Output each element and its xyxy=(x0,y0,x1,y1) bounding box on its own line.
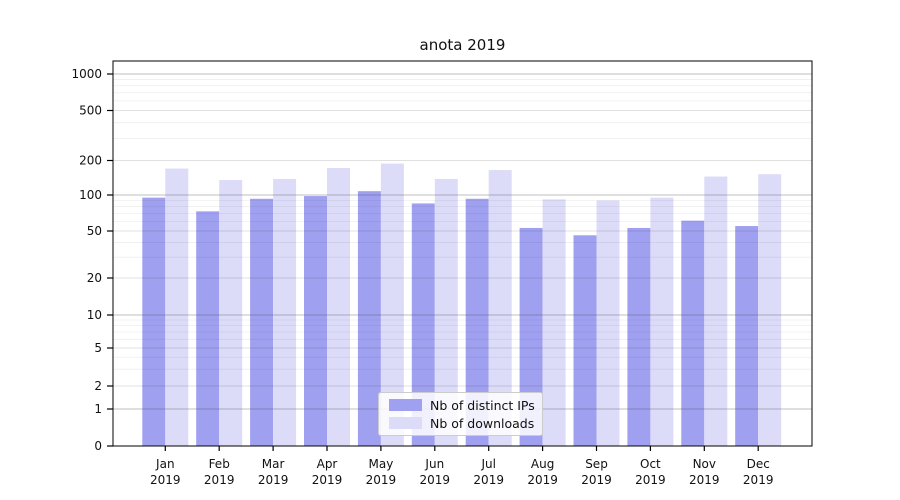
y-tick-label: 100 xyxy=(79,188,102,202)
bar-distinct-ips-feb xyxy=(196,211,220,446)
y-tick-label: 10 xyxy=(87,308,102,322)
bar-distinct-ips-oct xyxy=(627,227,651,446)
bar-downloads-apr xyxy=(327,168,350,446)
bar-downloads-mar xyxy=(273,178,297,447)
bar-distinct-ips-aug xyxy=(519,227,543,446)
x-tick-label-month: Nov xyxy=(693,457,716,471)
bar-downloads-oct xyxy=(650,197,674,446)
x-tick-label-year: 2019 xyxy=(743,473,774,487)
x-tick-label-month: May xyxy=(368,457,393,471)
x-tick-label-year: 2019 xyxy=(473,473,504,487)
bar-distinct-ips-dec xyxy=(735,226,759,446)
x-tick-label-month: Jan xyxy=(155,457,175,471)
legend: Nb of distinct IPs Nb of downloads xyxy=(378,392,543,436)
x-tick-label-month: Jul xyxy=(480,457,495,471)
bar-downloads-dec xyxy=(758,174,782,446)
bar-downloads-jun xyxy=(434,178,458,447)
x-tick-label-year: 2019 xyxy=(527,473,558,487)
y-tick-label: 50 xyxy=(87,224,102,238)
x-tick-label-month: Mar xyxy=(262,457,285,471)
axes-spines xyxy=(112,60,813,447)
x-tick-label-month: Sep xyxy=(585,457,608,471)
x-tick-label-year: 2019 xyxy=(204,473,235,487)
bar-downloads-nov xyxy=(704,176,728,447)
bar-downloads-aug xyxy=(542,199,566,446)
bar-distinct-ips-mar xyxy=(250,198,274,446)
legend-item-distinct-ips: Nb of distinct IPs xyxy=(389,398,542,413)
y-tick-label: 1000 xyxy=(71,67,102,81)
y-tick-label: 20 xyxy=(87,271,102,285)
legend-label-downloads: Nb of downloads xyxy=(430,415,535,431)
x-tick-label-year: 2019 xyxy=(312,473,343,487)
y-tick-label: 5 xyxy=(94,341,102,355)
y-tick-label: 1 xyxy=(94,402,102,416)
y-tick-label: 200 xyxy=(79,154,102,168)
y-tick-label: 0 xyxy=(94,439,102,453)
x-tick-label-month: Oct xyxy=(640,457,661,471)
x-tick-label-year: 2019 xyxy=(366,473,397,487)
x-tick-label-month: Jun xyxy=(424,457,444,471)
x-tick-label-year: 2019 xyxy=(635,473,666,487)
bar-downloads-sep xyxy=(596,200,620,446)
x-tick-label-month: Aug xyxy=(531,457,554,471)
bar-distinct-ips-jun xyxy=(411,203,435,446)
x-tick-label-year: 2019 xyxy=(258,473,289,487)
bar-distinct-ips-may xyxy=(357,191,381,446)
legend-item-downloads: Nb of downloads xyxy=(389,416,542,431)
x-tick-label-year: 2019 xyxy=(581,473,612,487)
legend-swatch-distinct-ips xyxy=(389,399,422,411)
x-tick-label-year: 2019 xyxy=(150,473,181,487)
x-tick-label-year: 2019 xyxy=(689,473,720,487)
x-tick-label-year: 2019 xyxy=(420,473,451,487)
bar-distinct-ips-nov xyxy=(681,220,705,446)
bar-downloads-feb xyxy=(219,180,243,446)
chart-title: anota 2019 xyxy=(419,36,506,54)
legend-label-distinct-ips: Nb of distinct IPs xyxy=(430,397,535,413)
x-tick-label-month: Feb xyxy=(209,457,230,471)
bar-distinct-ips-jan xyxy=(142,197,166,446)
x-tick-label-month: Dec xyxy=(747,457,770,471)
bar-distinct-ips-jul xyxy=(465,198,489,446)
bar-downloads-jan xyxy=(165,168,189,446)
legend-swatch-downloads xyxy=(389,417,422,429)
y-tick-label: 500 xyxy=(79,104,102,118)
bar-distinct-ips-apr xyxy=(304,196,327,446)
x-tick-label-month: Apr xyxy=(317,457,338,471)
y-tick-label: 2 xyxy=(94,379,102,393)
bar-distinct-ips-sep xyxy=(573,235,597,446)
bar-downloads-may xyxy=(380,163,404,447)
bar-downloads-jul xyxy=(488,170,512,446)
